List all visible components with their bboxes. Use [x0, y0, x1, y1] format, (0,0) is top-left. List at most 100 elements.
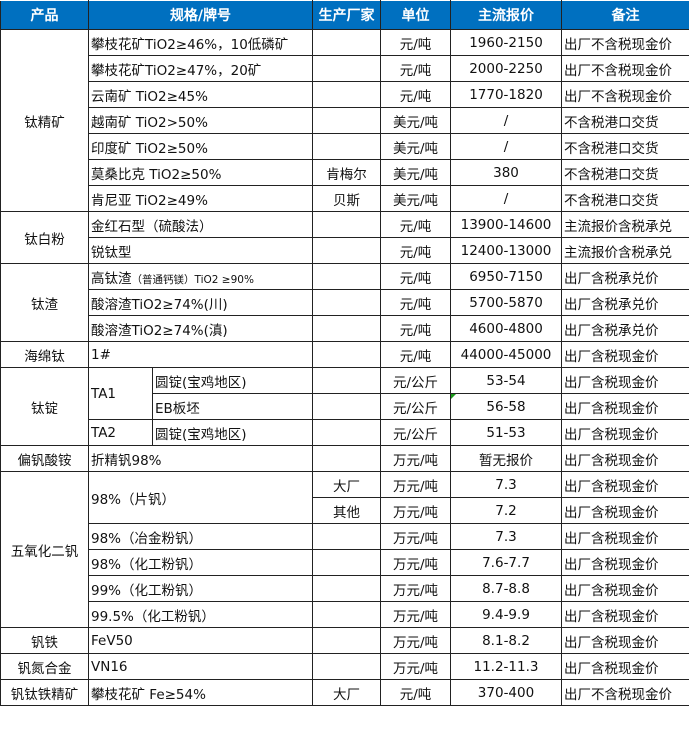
- spec-cell: 折精钒98%: [88, 445, 313, 472]
- note-cell: 出厂不含税现金价: [561, 55, 689, 82]
- spec-cell: 云南矿 TiO2≥45%: [88, 81, 313, 108]
- table-row: 肯尼亚 TiO2≥49% 贝斯 美元/吨 / 不含税港口交货: [1, 185, 689, 212]
- unit-cell: 元/公斤: [380, 419, 451, 446]
- table-row: 99.5%（化工粉钒） 万元/吨 9.4-9.9 出厂含税现金价: [1, 601, 689, 628]
- maker-cell: [312, 341, 381, 368]
- note-cell: 出厂含税现金价: [561, 445, 689, 472]
- table-row: 钛锭 TA1 圆锭(宝鸡地区) 元/公斤 53-54 出厂含税现金价: [0, 367, 689, 446]
- note-cell: 出厂含税现金价: [561, 549, 689, 576]
- spec-cell: 酸溶渣TiO2≥74%(川): [88, 289, 313, 316]
- spec-cell: FeV50: [88, 627, 313, 654]
- unit-cell: 元/吨: [380, 81, 451, 108]
- unit-cell: 美元/吨: [380, 107, 451, 134]
- table-row: 莫桑比克 TiO2≥50% 肯梅尔 美元/吨 380 不含税港口交货: [1, 159, 689, 186]
- maker-cell: [312, 367, 381, 394]
- note-cell: 不含税港口交货: [561, 185, 689, 212]
- unit-cell: 元/吨: [380, 263, 451, 290]
- unit-cell: 元/吨: [380, 237, 451, 264]
- price-cell: /: [450, 133, 562, 160]
- header-product: 产品: [0, 0, 89, 30]
- table-row: 五氧化二钒 98%（片钒） 大厂 万元/吨 7.3 出厂含税现金价: [0, 471, 689, 628]
- maker-cell: 大厂: [312, 471, 381, 498]
- price-cell: 7.6-7.7: [450, 549, 562, 576]
- note-cell: 出厂含税承兑价: [561, 289, 689, 316]
- unit-cell: 美元/吨: [380, 133, 451, 160]
- unit-cell: 元/吨: [380, 679, 451, 706]
- spec-cell: 锐钛型: [88, 237, 313, 264]
- maker-cell: [312, 29, 381, 56]
- maker-cell: 其他: [312, 497, 381, 524]
- price-cell: 2000-2250: [450, 55, 562, 82]
- unit-cell: 美元/吨: [380, 185, 451, 212]
- maker-cell: 贝斯: [312, 185, 381, 212]
- table-row: 越南矿 TiO2>50% 美元/吨 / 不含税港口交货: [1, 107, 689, 134]
- unit-cell: 万元/吨: [380, 471, 451, 498]
- table-row: 攀枝花矿TiO2≥47%，20矿 元/吨 2000-2250 出厂不含税现金价: [1, 55, 689, 82]
- note-cell: 出厂含税现金价: [561, 601, 689, 628]
- header-spec: 规格/牌号: [88, 0, 313, 30]
- unit-cell: 元/吨: [380, 211, 451, 238]
- unit-cell: 元/吨: [380, 341, 451, 368]
- maker-cell: [312, 237, 381, 264]
- price-cell: 7.3: [450, 471, 562, 498]
- price-cell: 53-54: [450, 367, 562, 394]
- table-row: 钛渣 高钛渣（普通钙镁）TiO2 ≥90% 元/吨 6950-7150 出厂含税承兑价: [0, 263, 689, 342]
- product-cell: 钛渣: [0, 263, 89, 342]
- price-table: 产品 规格/牌号 生产厂家 单位 主流报价 备注 钛精矿 攀枝花矿TiO2≥46%…: [0, 0, 689, 706]
- maker-cell: [312, 211, 381, 238]
- spec-cell: 99%（化工粉钒）: [88, 575, 313, 602]
- price-cell: 9.4-9.9: [450, 601, 562, 628]
- maker-cell: [312, 601, 381, 628]
- table-row: 海绵钛 1# 元/吨 44000-45000 出厂含税现金价: [0, 341, 689, 368]
- grade-cell: TA2: [88, 419, 153, 446]
- maker-cell: [312, 289, 381, 316]
- table-row: 钛精矿 攀枝花矿TiO2≥46%，10低磷矿 元/吨 1960-2150 出厂不含税现金…: [0, 29, 689, 212]
- maker-cell: [312, 107, 381, 134]
- header-row: 产品 规格/牌号 生产厂家 单位 主流报价 备注: [0, 0, 689, 30]
- spec-cell: 98%（冶金粉钒）: [88, 523, 313, 550]
- price-cell: 7.3: [450, 523, 562, 550]
- spec-cell: 酸溶渣TiO2≥74%(滇): [88, 315, 313, 342]
- maker-cell: [312, 627, 381, 654]
- table-row: 偏钒酸铵 折精钒98% 万元/吨 暂无报价 出厂含税现金价: [0, 445, 689, 472]
- unit-cell: 万元/吨: [380, 523, 451, 550]
- maker-cell: [312, 653, 381, 680]
- spec-cell: 肯尼亚 TiO2≥49%: [88, 185, 313, 212]
- price-cell: 8.1-8.2: [450, 627, 562, 654]
- note-cell: 主流报价含税承兑: [561, 211, 689, 238]
- unit-cell: 元/吨: [380, 315, 451, 342]
- unit-cell: 元/吨: [380, 29, 451, 56]
- maker-cell: [312, 315, 381, 342]
- unit-cell: 万元/吨: [380, 627, 451, 654]
- product-cell: 钛白粉: [0, 211, 89, 264]
- table-row: 云南矿 TiO2≥45% 元/吨 1770-1820 出厂不含税现金价: [1, 81, 689, 108]
- maker-cell: [312, 263, 381, 290]
- price-cell: 11.2-11.3: [450, 653, 562, 680]
- table-row: 98%（冶金粉钒） 万元/吨 7.3 出厂含税现金价: [1, 523, 689, 550]
- note-cell: 出厂含税现金价: [561, 471, 689, 498]
- maker-cell: 肯梅尔: [312, 159, 381, 186]
- note-cell: 主流报价含税承兑: [561, 237, 689, 264]
- table-row: 钒铁 FeV50 万元/吨 8.1-8.2 出厂含税现金价: [0, 627, 689, 654]
- note-cell: 出厂含税现金价: [561, 393, 689, 420]
- spec-cell: EB板坯: [152, 393, 313, 420]
- product-cell: 钒氮合金: [0, 653, 89, 680]
- note-cell: 出厂含税承兑价: [561, 315, 689, 342]
- spec-cell: 高钛渣（普通钙镁）TiO2 ≥90%: [88, 263, 313, 290]
- product-cell: 钒铁: [0, 627, 89, 654]
- table-row: 酸溶渣TiO2≥74%(川) 元/吨 5700-5870 出厂含税承兑价: [1, 289, 689, 316]
- header-note: 备注: [561, 0, 689, 30]
- maker-cell: [312, 419, 381, 446]
- maker-cell: [312, 393, 381, 420]
- maker-cell: [312, 133, 381, 160]
- note-cell: 出厂不含税现金价: [561, 29, 689, 56]
- spec-cell: 圆锭(宝鸡地区): [152, 419, 313, 446]
- header-unit: 单位: [380, 0, 451, 30]
- price-cell: 12400-13000: [450, 237, 562, 264]
- spec-detail: （普通钙镁）TiO2 ≥90%: [131, 273, 254, 286]
- spec-cell: 越南矿 TiO2>50%: [88, 107, 313, 134]
- price-cell: 44000-45000: [450, 341, 562, 368]
- unit-cell: 元/吨: [380, 55, 451, 82]
- table-row: TA2 圆锭(宝鸡地区) 元/公斤 51-53 出厂含税现金价: [1, 419, 689, 446]
- price-cell: 6950-7150: [450, 263, 562, 290]
